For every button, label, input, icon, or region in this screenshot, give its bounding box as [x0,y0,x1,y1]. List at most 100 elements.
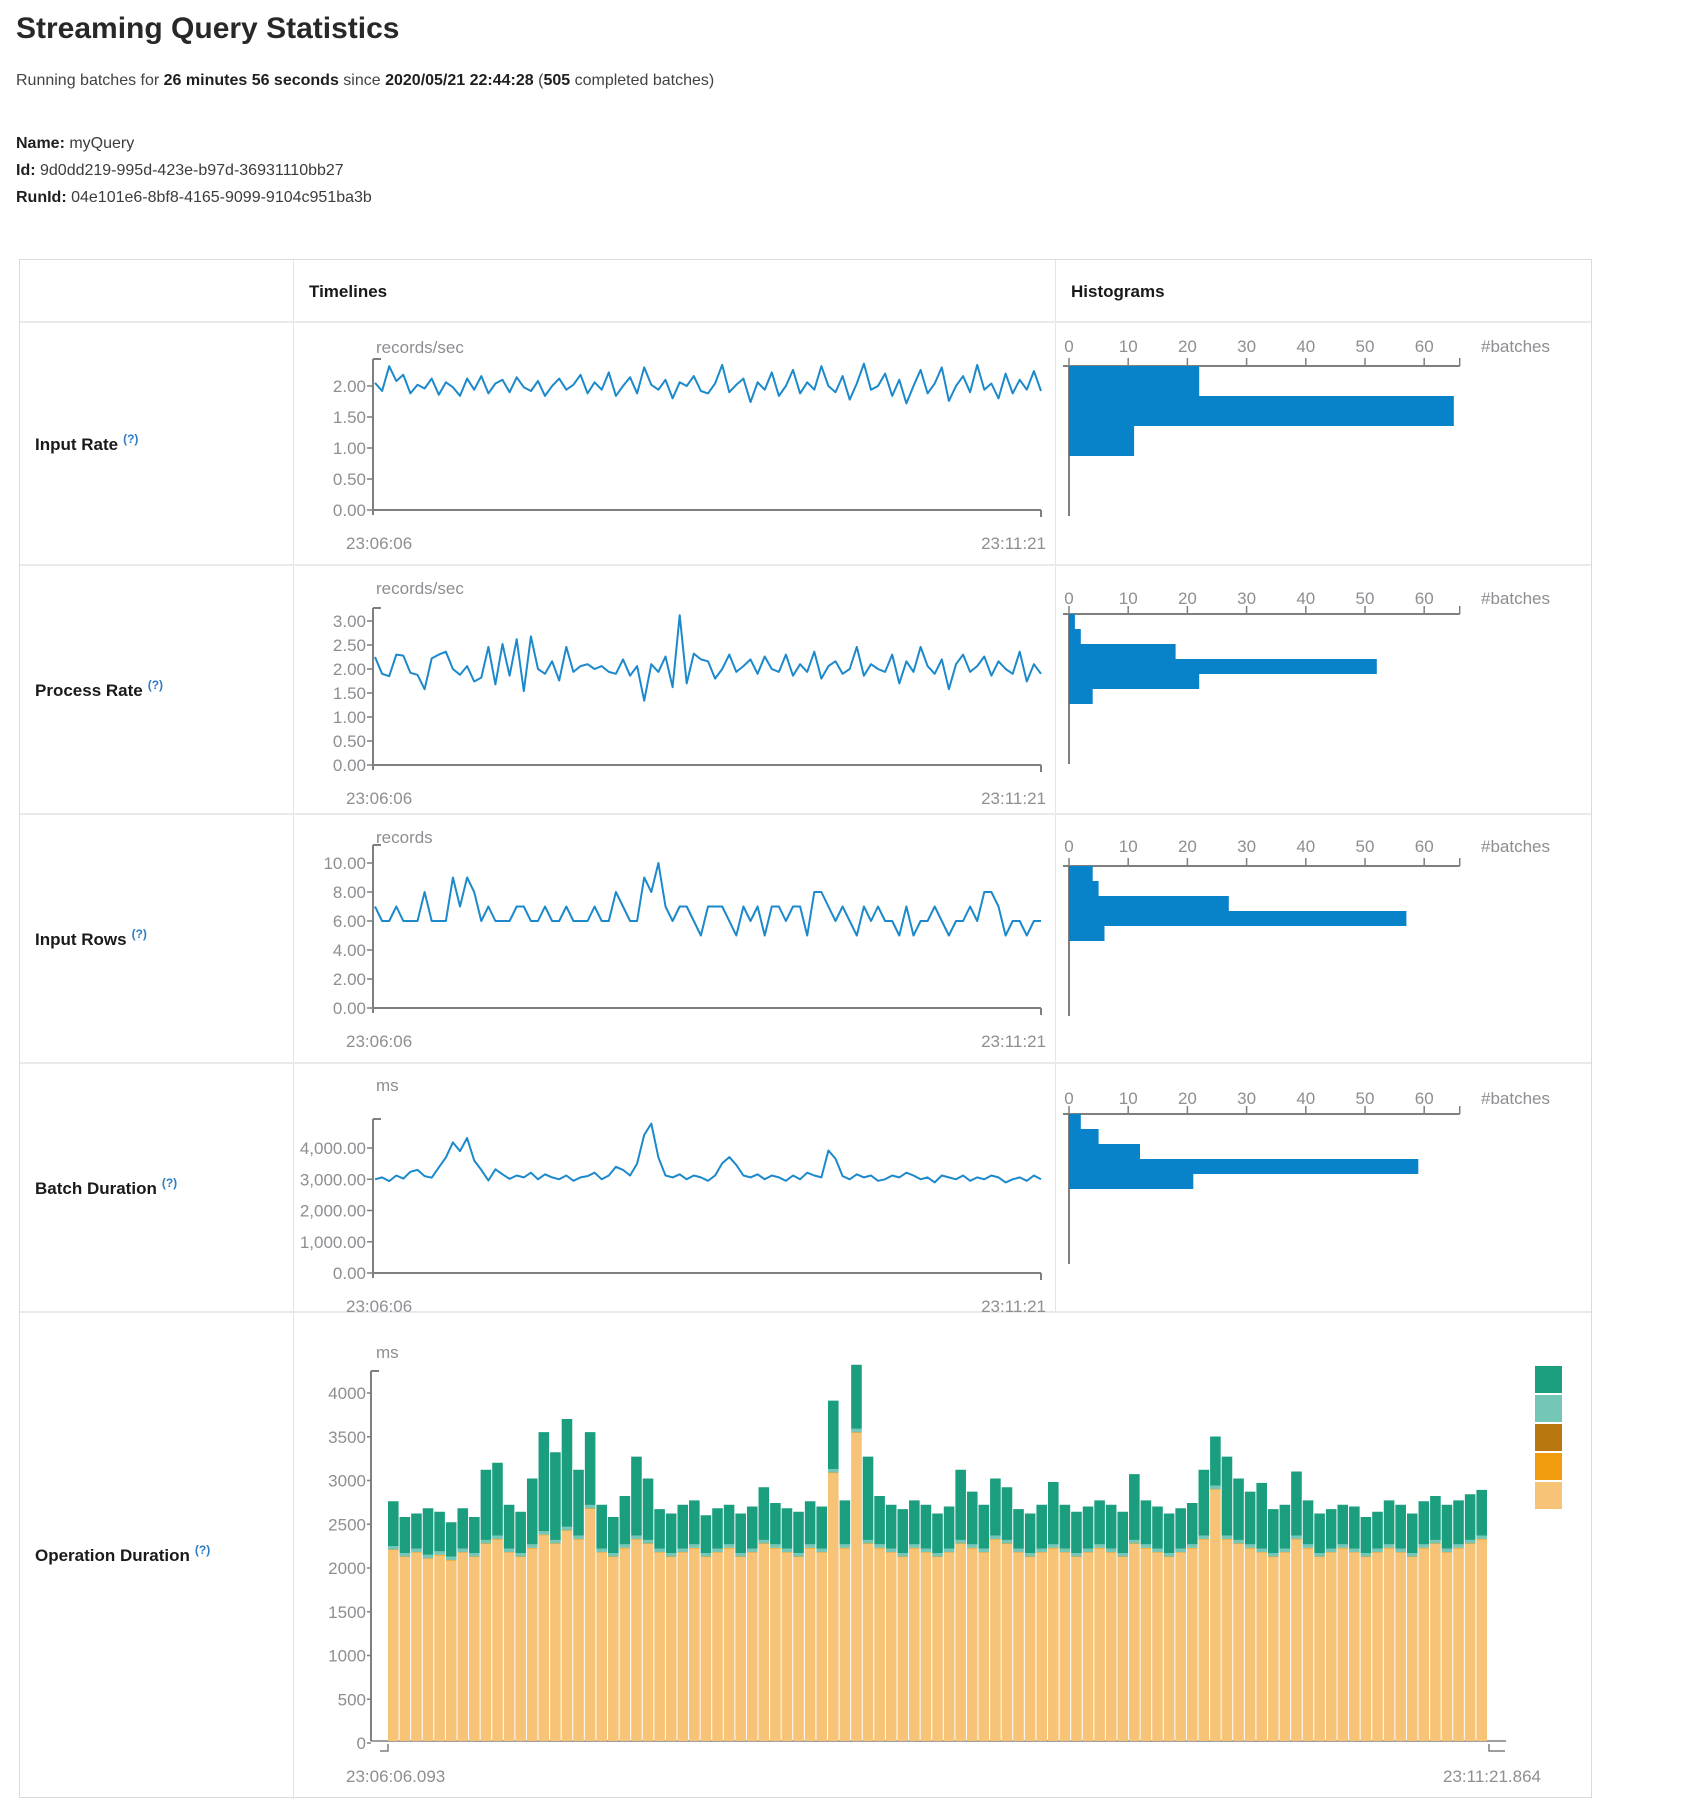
meta-value: myQuery [64,135,135,152]
svg-text:40: 40 [1296,1089,1315,1108]
svg-text:50: 50 [1356,837,1375,856]
column-separator [1055,260,1056,1313]
histogram-chart-process-rate: 0 10 20 30 40 50 60 #batches [1063,589,1550,764]
row-separator [20,813,1591,815]
subtitle-value: 505 [543,72,571,89]
subtitle-text: since [338,72,386,89]
svg-text:3.00: 3.00 [333,612,366,631]
histogram-chart-batch-duration: 0 10 20 30 40 50 60 #batches [1063,1089,1550,1264]
svg-text:20: 20 [1178,589,1197,608]
meta-value: 04e101e6-8bf8-4165-9099-9104c951ba3b [66,189,372,206]
legend-swatch-5[interactable] [1535,1482,1562,1509]
svg-text:20: 20 [1178,1089,1197,1108]
svg-text:0.00: 0.00 [333,999,366,1018]
help-icon[interactable]: (?) [194,1543,211,1557]
running-batches-summary: Running batches for 26 minutes 56 second… [16,72,714,90]
subtitle-value: 2020/05/21 22:44:28 [385,72,534,89]
svg-text:1.00: 1.00 [333,708,366,727]
svg-text:30: 30 [1237,337,1256,356]
svg-text:20: 20 [1178,337,1197,356]
svg-text:60: 60 [1415,837,1434,856]
svg-text:0.50: 0.50 [333,470,366,489]
svg-text:10: 10 [1119,1089,1138,1108]
metric-label-text: Operation Duration [35,1546,190,1565]
svg-text:1.00: 1.00 [333,439,366,458]
help-icon[interactable]: (?) [123,431,139,446]
timelines-column-header: Timelines [309,281,388,301]
legend-swatch-3[interactable] [1535,1424,1562,1451]
row-separator [20,321,1591,323]
svg-text:20: 20 [1178,837,1197,856]
statistics-table: Timelines Histograms Input Rate (?) Proces… [19,259,1592,1799]
svg-text:23:11:21: 23:11:21 [981,1297,1046,1313]
svg-text:23:06:06: 23:06:06 [346,534,412,553]
histograms-column-header: Histograms [1071,281,1165,301]
metric-label-batch-duration: Batch Duration (?) [20,1064,293,1313]
svg-text:23:06:06: 23:06:06 [346,1032,412,1051]
svg-text:records: records [376,828,433,847]
help-icon[interactable]: (?) [147,677,164,692]
histogram-chart-input-rate: 0 10 20 30 40 50 60 #batches [1063,337,1550,516]
meta-value: 9d0dd219-995d-423e-b97d-36931110bb27 [35,162,344,179]
svg-text:#batches: #batches [1481,589,1550,608]
subtitle-text: ( [533,72,544,89]
svg-text:23:11:21: 23:11:21 [981,789,1046,808]
svg-text:#batches: #batches [1481,837,1550,856]
svg-text:0.00: 0.00 [333,501,366,520]
svg-text:1000: 1000 [328,1647,366,1666]
subtitle-text: completed batches) [570,72,715,89]
svg-text:10: 10 [1119,837,1138,856]
svg-text:2.00: 2.00 [333,377,366,396]
svg-text:2,000.00: 2,000.00 [300,1202,366,1221]
metric-label-input-rate: Input Rate (?) [20,323,293,566]
svg-text:10: 10 [1119,589,1138,608]
row-separator [20,1062,1591,1064]
svg-text:50: 50 [1356,589,1375,608]
svg-text:2000: 2000 [328,1559,366,1578]
svg-text:4,000.00: 4,000.00 [300,1139,366,1158]
svg-text:60: 60 [1415,589,1434,608]
svg-text:#batches: #batches [1481,1089,1550,1108]
svg-text:0.50: 0.50 [333,732,366,751]
svg-text:2.00: 2.00 [333,660,366,679]
column-separator [293,260,294,1799]
svg-text:2.50: 2.50 [333,636,366,655]
timeline-chart-input-rows: records 10.00 8.00 6.00 4.00 2.00 0.00 23:06:06… [323,828,1046,1051]
metric-label-text: Input Rows [35,929,127,949]
legend-swatch-4[interactable] [1535,1453,1562,1480]
svg-text:40: 40 [1296,337,1315,356]
svg-text:23:11:21: 23:11:21 [981,534,1046,553]
svg-text:40: 40 [1296,837,1315,856]
svg-text:60: 60 [1415,1089,1434,1108]
svg-text:60: 60 [1415,337,1434,356]
svg-text:3,000.00: 3,000.00 [300,1170,366,1189]
svg-text:23:06:06: 23:06:06 [346,1297,412,1313]
page-title: Streaming Query Statistics [16,12,400,45]
metric-label-process-rate: Process Rate (?) [20,566,293,815]
svg-text:3000: 3000 [328,1472,366,1491]
svg-text:0: 0 [1064,589,1073,608]
legend-swatch-1[interactable] [1535,1366,1562,1393]
meta-label: Id: [16,162,36,179]
svg-text:4.00: 4.00 [333,941,366,960]
svg-text:0: 0 [1064,837,1073,856]
svg-text:1500: 1500 [328,1603,366,1622]
row-separator [20,564,1591,566]
svg-text:23:11:21: 23:11:21 [981,1032,1046,1051]
svg-text:40: 40 [1296,589,1315,608]
svg-text:2500: 2500 [328,1515,366,1534]
legend-swatch-2[interactable] [1535,1395,1562,1422]
svg-text:1.50: 1.50 [333,684,366,703]
help-icon[interactable]: (?) [161,1175,178,1190]
help-icon[interactable]: (?) [131,926,147,941]
meta-row: Id: 9d0dd219-995d-423e-b97d-36931110bb27 [16,157,372,184]
svg-text:23:06:06.093: 23:06:06.093 [346,1767,445,1786]
svg-text:1.50: 1.50 [333,408,366,427]
timeline-chart-batch-duration: ms 4,000.00 3,000.00 2,000.00 1,000.00 0.00 23… [300,1076,1046,1313]
svg-text:0: 0 [1064,1089,1073,1108]
query-meta: Name: myQuery Id: 9d0dd219-995d-423e-b97d… [16,130,372,211]
svg-text:50: 50 [1356,337,1375,356]
svg-text:10: 10 [1119,337,1138,356]
svg-text:#batches: #batches [1481,337,1550,356]
